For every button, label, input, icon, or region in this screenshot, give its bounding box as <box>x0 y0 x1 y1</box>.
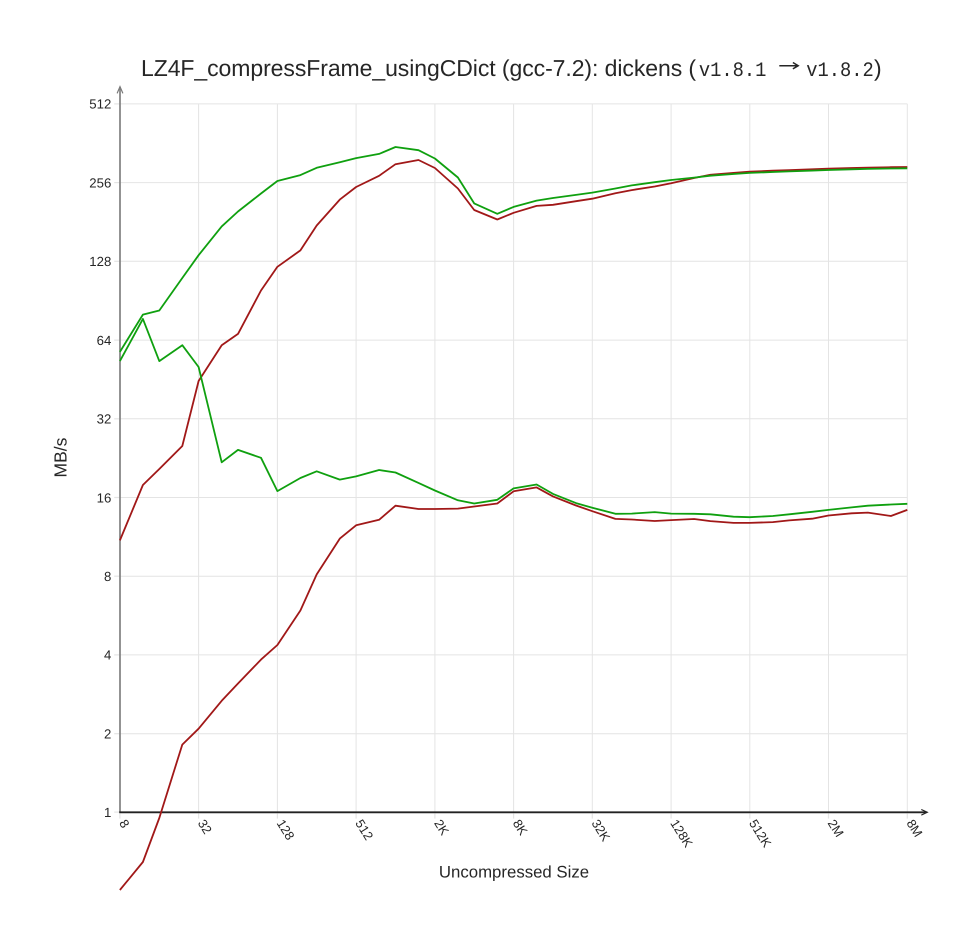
svg-text:64: 64 <box>97 333 112 348</box>
svg-text:v1.8.1: v1.8.1 <box>699 60 767 83</box>
svg-text:32: 32 <box>97 412 112 427</box>
svg-text:128: 128 <box>89 254 111 269</box>
svg-text:8K: 8K <box>510 817 531 839</box>
svg-text:512: 512 <box>89 97 111 112</box>
svg-text:2K: 2K <box>431 817 452 839</box>
svg-text:Uncompressed Size: Uncompressed Size <box>439 863 589 882</box>
svg-text:v1.8.2: v1.8.2 <box>806 60 874 83</box>
svg-text:1: 1 <box>104 805 111 820</box>
svg-text:16: 16 <box>97 490 112 505</box>
svg-text:2: 2 <box>104 727 111 742</box>
svg-text:MB/s: MB/s <box>51 437 71 477</box>
svg-text:256: 256 <box>89 175 111 190</box>
svg-text:): ) <box>874 55 882 81</box>
svg-text:32: 32 <box>195 817 215 837</box>
svg-text:LZ4F_compressFrame_usingCDict: LZ4F_compressFrame_usingCDict (gcc-7.2):… <box>141 55 696 81</box>
svg-text:8: 8 <box>104 569 111 584</box>
svg-text:4: 4 <box>104 648 111 663</box>
